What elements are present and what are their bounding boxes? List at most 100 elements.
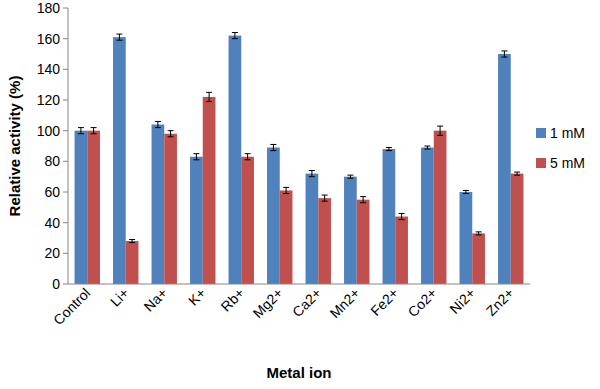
x-tick-label: Mn2+ — [327, 285, 363, 321]
y-tick — [63, 130, 68, 131]
y-tick — [63, 222, 68, 223]
x-axis — [68, 284, 530, 285]
bar — [318, 198, 331, 284]
bar — [75, 131, 88, 284]
y-axis-title: Relative activity (%) — [6, 76, 23, 217]
error-cap — [155, 121, 161, 122]
y-tick-label: 20 — [44, 245, 60, 261]
x-tick-label: Ni2+ — [446, 285, 478, 317]
error-stem — [504, 51, 505, 57]
y-tick-label: 180 — [37, 0, 61, 16]
bar — [280, 190, 293, 284]
error-cap — [386, 150, 392, 151]
error-cap — [206, 92, 212, 93]
error-cap — [309, 176, 315, 177]
error-cap — [245, 159, 251, 160]
error-bar — [116, 34, 122, 40]
bar — [383, 149, 396, 284]
x-tick-label: Mg2+ — [250, 285, 286, 321]
error-bar — [322, 195, 328, 201]
error-cap — [232, 38, 238, 39]
bar — [498, 54, 511, 284]
legend-label: 5 mM — [550, 155, 585, 171]
x-tick-label: Fe2+ — [367, 285, 401, 319]
bar — [267, 148, 280, 284]
bar — [472, 233, 485, 284]
x-tick-label: Control — [50, 285, 93, 328]
bar — [203, 97, 216, 284]
error-cap — [116, 34, 122, 35]
error-cap — [168, 130, 174, 131]
y-tick-label: 100 — [37, 123, 61, 139]
error-cap — [116, 40, 122, 41]
bar — [434, 131, 447, 284]
bar — [460, 192, 473, 284]
error-stem — [311, 171, 312, 177]
error-cap — [476, 231, 482, 232]
y-tick — [63, 192, 68, 193]
error-cap — [193, 153, 199, 154]
error-stem — [209, 92, 210, 101]
error-cap — [78, 133, 84, 134]
y-axis — [68, 8, 69, 284]
error-stem — [119, 34, 120, 40]
bar — [357, 200, 370, 284]
y-tick — [63, 8, 68, 9]
bar — [421, 148, 434, 284]
error-cap — [309, 170, 315, 171]
error-cap — [360, 196, 366, 197]
x-tick-label: Zn2+ — [483, 285, 517, 319]
error-cap — [129, 239, 135, 240]
error-bar — [437, 126, 443, 135]
error-cap — [206, 101, 212, 102]
error-cap — [168, 136, 174, 137]
error-cap — [424, 149, 430, 150]
error-stem — [234, 33, 235, 39]
bar — [87, 131, 100, 284]
error-bar — [463, 190, 469, 193]
error-cap — [347, 175, 353, 176]
bar — [126, 241, 139, 284]
error-cap — [322, 195, 328, 196]
y-tick — [63, 38, 68, 39]
x-tick-label: K+ — [185, 285, 209, 309]
error-cap — [322, 201, 328, 202]
error-cap — [283, 187, 289, 188]
y-tick-label: 80 — [44, 153, 60, 169]
error-stem — [196, 154, 197, 160]
bar — [164, 134, 177, 284]
error-cap — [463, 193, 469, 194]
error-stem — [440, 126, 441, 135]
error-bar — [155, 121, 161, 127]
error-cap — [386, 147, 392, 148]
bar — [113, 37, 126, 284]
y-tick — [63, 253, 68, 254]
error-cap — [193, 159, 199, 160]
y-tick — [63, 284, 68, 285]
error-bar — [193, 154, 199, 160]
bar — [229, 36, 242, 284]
x-tick-label: Na+ — [141, 285, 171, 315]
error-cap — [91, 127, 97, 128]
y-tick — [63, 69, 68, 70]
chart: 020406080100120140160180ControlLi+Na+K+R… — [0, 0, 600, 389]
x-tick-label: Co2+ — [405, 285, 440, 320]
error-stem — [286, 187, 287, 193]
error-cap — [476, 234, 482, 235]
y-tick-label: 0 — [52, 276, 60, 292]
bar — [344, 177, 357, 284]
error-bar — [245, 154, 251, 160]
error-cap — [155, 127, 161, 128]
error-bar — [270, 144, 276, 150]
y-tick-label: 140 — [37, 61, 61, 77]
bar — [152, 125, 165, 284]
error-bar — [168, 131, 174, 137]
error-bar — [78, 128, 84, 134]
bar — [190, 157, 203, 284]
error-cap — [245, 153, 251, 154]
error-bar — [206, 92, 212, 101]
error-cap — [360, 202, 366, 203]
error-cap — [129, 242, 135, 243]
error-bar — [399, 213, 405, 219]
legend-swatch — [536, 128, 546, 138]
